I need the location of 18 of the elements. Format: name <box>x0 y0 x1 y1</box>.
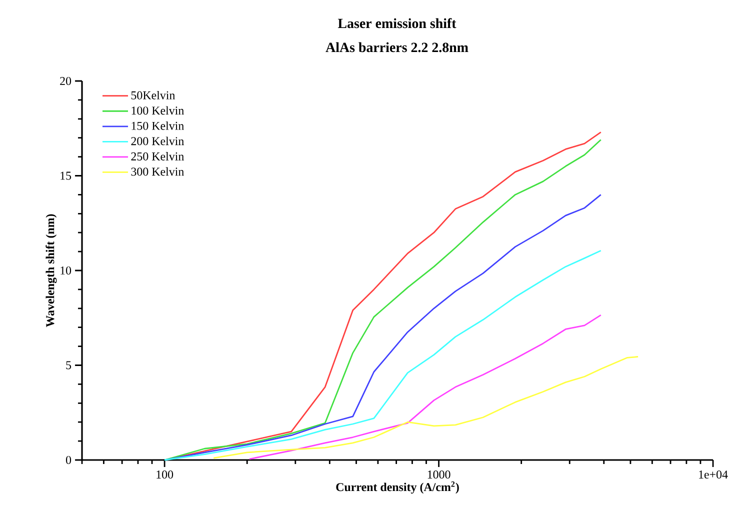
y-tick-label: 20 <box>60 76 72 86</box>
y-tick-label: 15 <box>60 172 72 180</box>
chart-title: Laser emission shift <box>338 18 456 28</box>
x-tick-label: 1e+04 <box>699 470 728 479</box>
y-tick-label: 5 <box>66 361 72 370</box>
x-axis-title: Current density (A/cm$^{2}$) <box>336 481 459 494</box>
chart-subtitle: AlAs barriers 2.2 2.8nm <box>326 42 468 52</box>
legend-label: 300 Kelvin <box>131 167 184 176</box>
legend-label: 150 Kelvin <box>132 121 184 130</box>
x-tick-label: 100 <box>156 470 174 479</box>
legend-label: 200 Kelvin <box>131 136 184 146</box>
legend-label: 250 Kelvin <box>131 152 184 160</box>
x-tick-label: 1000 <box>428 470 450 479</box>
y-tick-label: 10 <box>60 266 72 275</box>
y-axis-title: Wavelength shift (nm) <box>46 214 57 328</box>
legend-label: 50Kelvin <box>131 90 176 100</box>
y-tick-label: 0 <box>66 456 72 464</box>
legend-label: 100 Kelvin <box>132 106 184 115</box>
